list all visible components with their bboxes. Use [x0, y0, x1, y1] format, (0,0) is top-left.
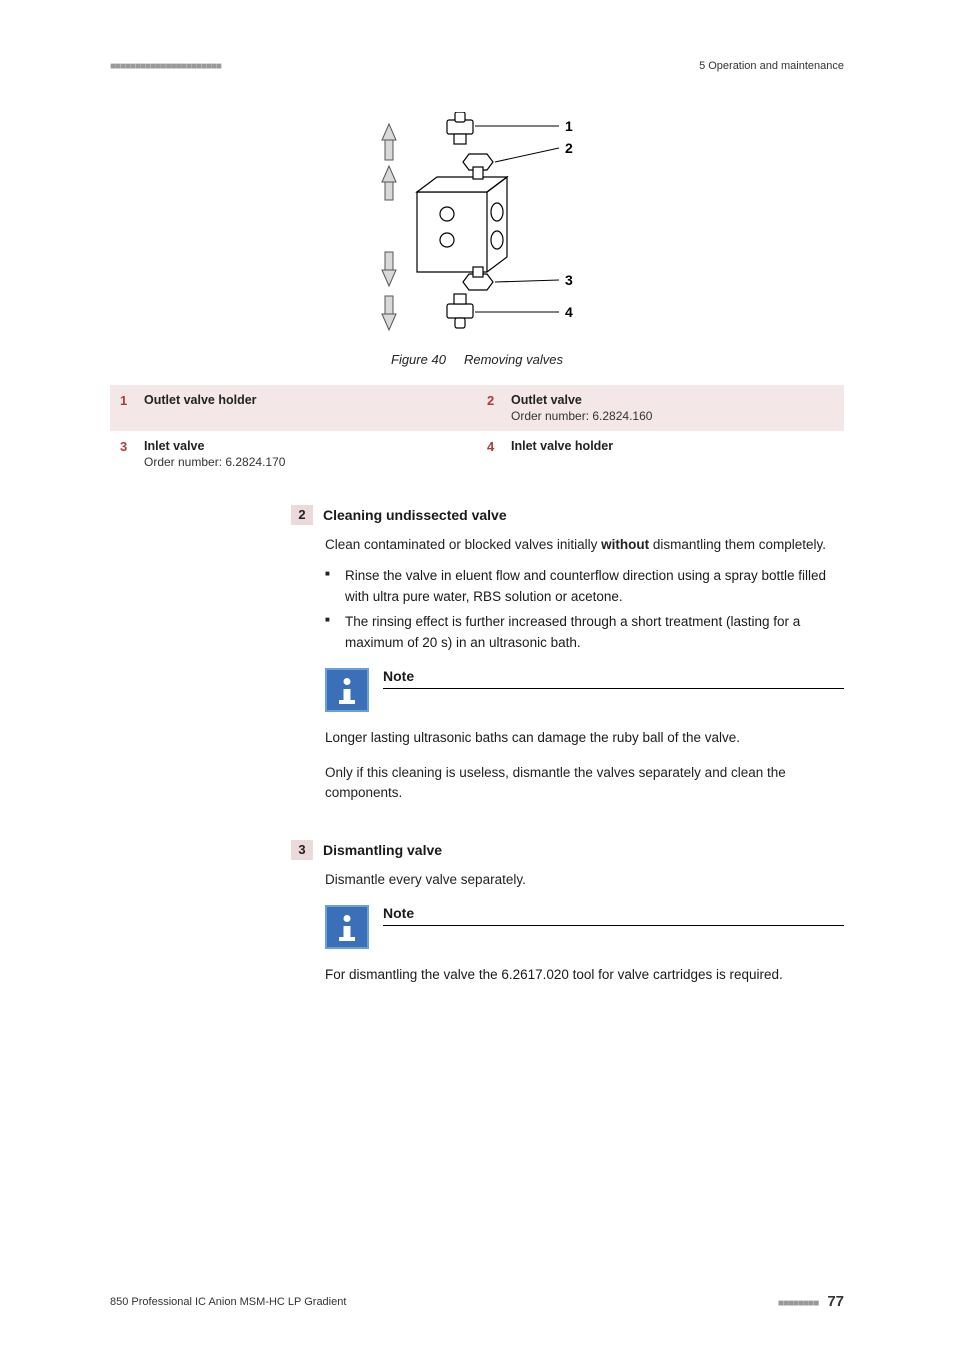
figure-caption-text: Removing valves [464, 352, 563, 367]
legend-title: Inlet valve holder [511, 439, 613, 453]
text: Clean contaminated or blocked valves ini… [325, 537, 601, 552]
header-dots: ■■■■■■■■■■■■■■■■■■■■■■ [110, 61, 221, 72]
legend-title: Outlet valve holder [144, 393, 257, 407]
legend-title: Inlet valve [144, 439, 285, 453]
legend-num: 1 [120, 393, 144, 423]
step-title: Dismantling valve [323, 840, 442, 860]
legend-item-1: 1 Outlet valve holder [110, 385, 477, 431]
text: dismantling them completely. [649, 537, 826, 552]
step-number: 3 [291, 840, 313, 860]
figure-caption-prefix: Figure 40 [391, 352, 446, 367]
footer-dots: ■■■■■■■■ [778, 1298, 818, 1309]
list-item: Rinse the valve in eluent flow and count… [325, 566, 844, 608]
fig-label-2: 2 [565, 140, 573, 156]
step-2-bullets: Rinse the valve in eluent flow and count… [325, 566, 844, 654]
legend-item-2: 2 Outlet valve Order number: 6.2824.160 [477, 385, 844, 431]
note-text: Longer lasting ultrasonic baths can dama… [325, 728, 844, 749]
note-block-2: Note For dismantling the valve the 6.261… [325, 905, 844, 986]
legend-num: 2 [487, 393, 511, 423]
step-title: Cleaning undissected valve [323, 505, 507, 525]
step-2-para-2: Only if this cleaning is useless, disman… [325, 763, 844, 805]
figure-caption: Figure 40 Removing valves [110, 352, 844, 367]
page-footer: 850 Professional IC Anion MSM-HC LP Grad… [110, 1293, 844, 1310]
main-content: 2 Cleaning undissected valve Clean conta… [325, 505, 844, 986]
footer-doc-title: 850 Professional IC Anion MSM-HC LP Grad… [110, 1296, 346, 1308]
step-number: 2 [291, 505, 313, 525]
step-3-para-1: Dismantle every valve separately. [325, 870, 844, 891]
legend-sub: Order number: 6.2824.160 [511, 409, 652, 423]
step-2-para-1: Clean contaminated or blocked valves ini… [325, 535, 844, 556]
note-title: Note [383, 668, 844, 686]
step-3-header: 3 Dismantling valve [291, 840, 844, 860]
header-section-title: 5 Operation and maintenance [699, 60, 844, 72]
text-bold: without [601, 537, 649, 552]
valve-diagram-svg: 1 2 3 4 [327, 112, 627, 342]
figure-removing-valves: 1 2 3 4 Figure 40 Removing valves [110, 112, 844, 367]
page-header: ■■■■■■■■■■■■■■■■■■■■■■ 5 Operation and m… [110, 60, 844, 72]
note-title: Note [383, 905, 844, 923]
fig-label-1: 1 [565, 118, 573, 134]
legend-num: 3 [120, 439, 144, 469]
legend-item-4: 4 Inlet valve holder [477, 431, 844, 477]
legend-item-3: 3 Inlet valve Order number: 6.2824.170 [110, 431, 477, 477]
footer-page-number: 77 [827, 1293, 844, 1310]
info-icon [325, 668, 369, 712]
note-block-1: Note Longer lasting ultrasonic baths can… [325, 668, 844, 749]
fig-label-3: 3 [565, 272, 573, 288]
list-item: The rinsing effect is further increased … [325, 612, 844, 654]
legend-num: 4 [487, 439, 511, 469]
note-text: For dismantling the valve the 6.2617.020… [325, 965, 844, 986]
step-2-header: 2 Cleaning undissected valve [291, 505, 844, 525]
figure-legend: 1 Outlet valve holder 2 Outlet valve Ord… [110, 385, 844, 477]
info-icon [325, 905, 369, 949]
fig-label-4: 4 [565, 304, 573, 320]
legend-title: Outlet valve [511, 393, 652, 407]
legend-sub: Order number: 6.2824.170 [144, 455, 285, 469]
